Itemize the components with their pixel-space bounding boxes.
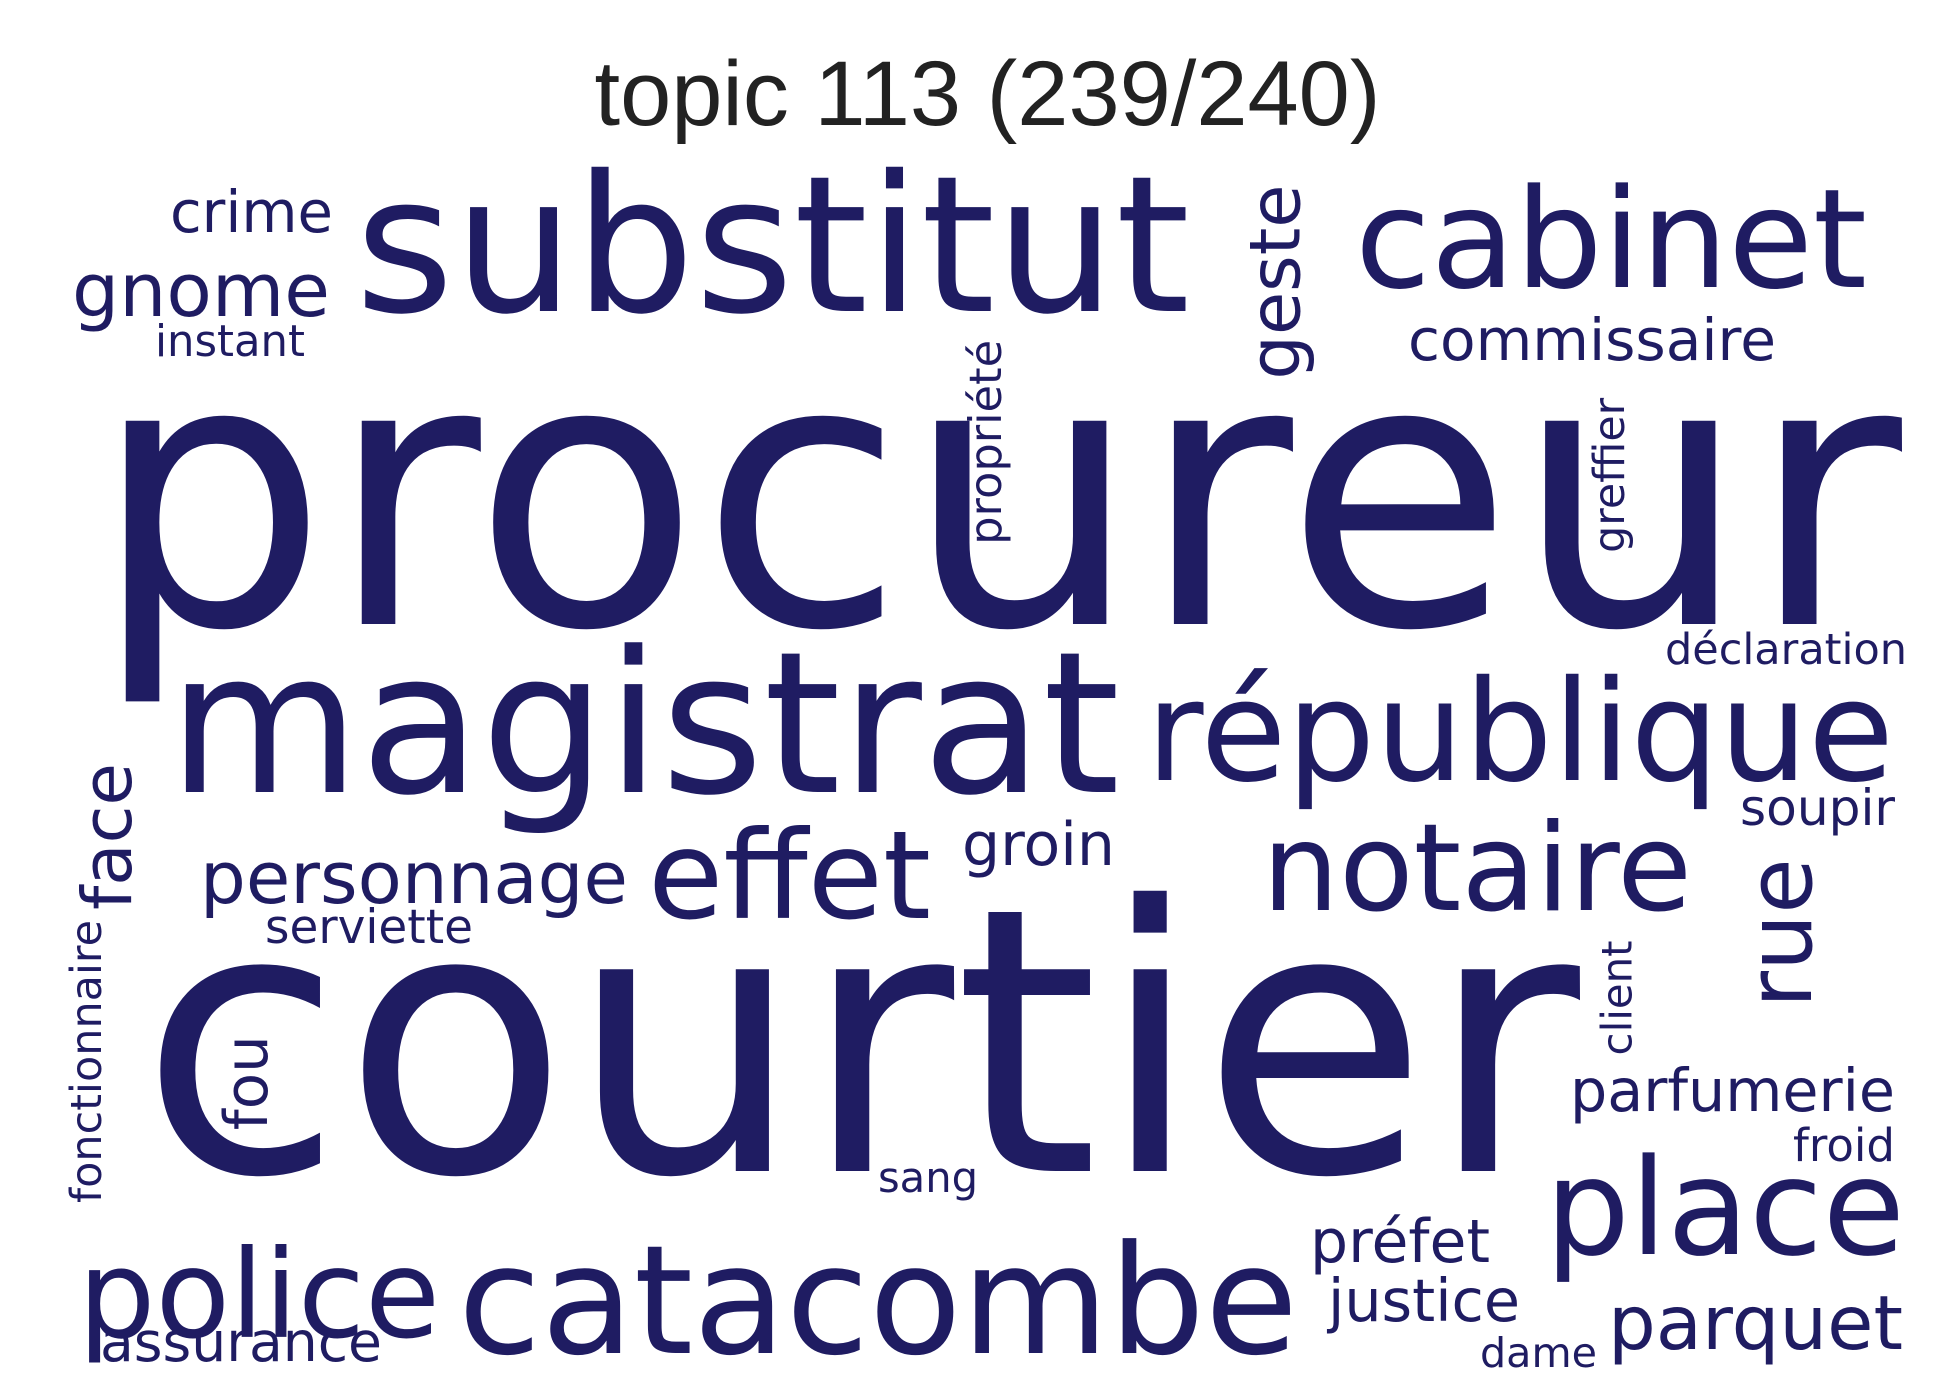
- word-face: face: [67, 762, 148, 910]
- word-rue: rue: [1727, 857, 1833, 1008]
- word-notaire: notaire: [1262, 797, 1692, 940]
- word-substitut: substitut: [355, 134, 1190, 356]
- word-fou: fou: [212, 1035, 282, 1130]
- word-greffier: greffier: [1585, 397, 1636, 553]
- word-froid: froid: [1793, 1119, 1895, 1173]
- word-dame: dame: [1480, 1328, 1597, 1377]
- word-parfumerie: parfumerie: [1570, 1057, 1895, 1126]
- word-courtier: courtier: [140, 829, 1580, 1259]
- word-place: place: [1545, 1129, 1905, 1286]
- word-declaration: déclaration: [1665, 625, 1907, 676]
- word-instant: instant: [155, 317, 305, 368]
- word-catacombe: catacombe: [458, 1212, 1298, 1389]
- word-procureur: procureur: [92, 279, 1902, 713]
- word-magistrat: magistrat: [168, 609, 1120, 839]
- word-fonctionnaire: fonctionnaire: [62, 920, 113, 1203]
- chart-title: topic 113 (239/240): [594, 43, 1381, 145]
- word-soupir: soupir: [1740, 777, 1895, 837]
- word-commissaire: commissaire: [1408, 306, 1776, 375]
- word-assurance: assurance: [100, 1310, 382, 1375]
- word-parquet: parquet: [1608, 1278, 1903, 1367]
- word-geste: geste: [1234, 185, 1317, 380]
- word-sang: sang: [878, 1152, 978, 1202]
- word-crime: crime: [170, 179, 333, 247]
- word-propriete: propriété: [959, 339, 1013, 545]
- word-republique: république: [1146, 649, 1894, 813]
- word-client: client: [1592, 940, 1642, 1055]
- word-cabinet: cabinet: [1355, 159, 1867, 320]
- word-justice: justice: [1328, 1266, 1520, 1336]
- word-gnome: gnome: [72, 246, 330, 334]
- word-prefet: préfet: [1310, 1206, 1490, 1277]
- word-effet: effet: [648, 803, 931, 947]
- word-personnage: personnage: [200, 837, 628, 922]
- word-serviette: serviette: [265, 899, 473, 955]
- word-police: police: [78, 1224, 440, 1367]
- word-groin: groin: [962, 809, 1115, 880]
